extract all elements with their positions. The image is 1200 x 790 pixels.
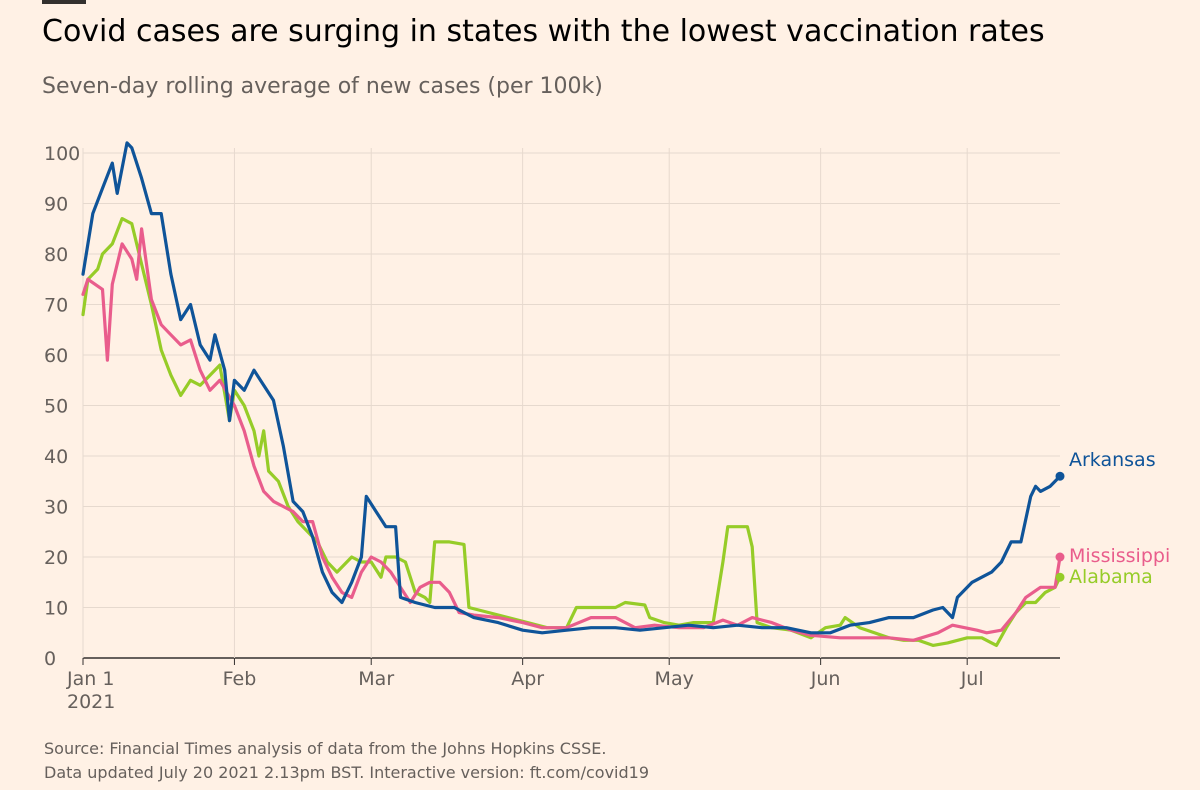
- series-end-dot-mississippi: [1055, 552, 1065, 562]
- series-label-mississippi: Mississippi: [1069, 545, 1170, 567]
- y-tick-label: 50: [44, 396, 68, 418]
- series-label-alabama: Alabama: [1069, 566, 1153, 588]
- x-tick-label: Jun: [810, 668, 841, 690]
- chart-subtitle: Seven-day rolling average of new cases (…: [42, 74, 603, 99]
- y-tick-label: 40: [44, 446, 68, 468]
- y-tick-label: 20: [44, 547, 68, 569]
- chart-title: Covid cases are surging in states with t…: [42, 14, 1045, 49]
- y-tick-label: 30: [44, 497, 68, 519]
- x-tick-label: Jan 1: [66, 668, 114, 690]
- source-note: Source: Financial Times analysis of data…: [44, 739, 607, 758]
- series-end-dot-alabama: [1055, 572, 1065, 582]
- x-tick-label: Mar: [358, 668, 394, 690]
- y-tick-label: 0: [44, 648, 56, 670]
- y-tick-label: 100: [44, 143, 80, 165]
- y-tick-label: 70: [44, 295, 68, 317]
- x-tick-label: Feb: [223, 668, 257, 690]
- y-tick-label: 60: [44, 345, 68, 367]
- y-tick-label: 90: [44, 194, 68, 216]
- series-label-arkansas: Arkansas: [1069, 449, 1156, 471]
- y-tick-label: 10: [44, 598, 68, 620]
- series-end-dot-arkansas: [1055, 471, 1065, 481]
- x-tick-label: Apr: [511, 668, 544, 690]
- x-tick-label: Jul: [960, 668, 984, 690]
- series-line-alabama: [81, 217, 1062, 647]
- series-line-mississippi: [81, 227, 1062, 642]
- x-tick-label: May: [655, 668, 694, 690]
- x-tick-sublabel: 2021: [67, 691, 115, 713]
- update-note: Data updated July 20 2021 2.13pm BST. In…: [44, 763, 650, 782]
- y-tick-label: 80: [44, 244, 68, 266]
- series-line-arkansas: [81, 141, 1062, 635]
- title-accent-bar: [42, 0, 86, 4]
